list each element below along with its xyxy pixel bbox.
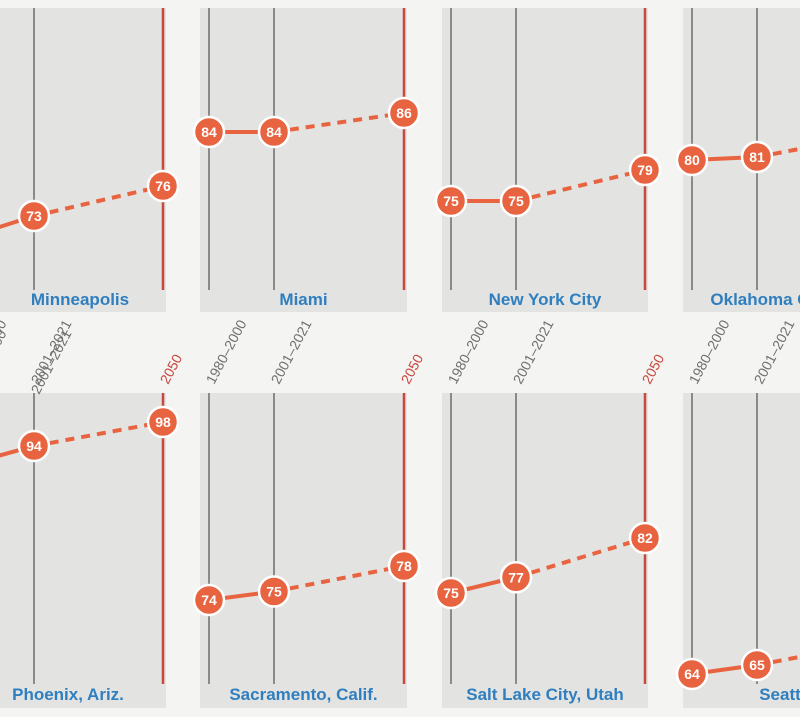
- data-point: [740, 648, 774, 682]
- data-label: 80: [684, 152, 700, 168]
- panel-background: [442, 393, 648, 708]
- data-label: 84: [201, 124, 217, 140]
- projection-line: [273, 111, 405, 134]
- data-label: 76: [155, 178, 171, 194]
- data-point: [146, 169, 180, 203]
- panel-background: [683, 393, 800, 708]
- city-label: Miami: [279, 290, 327, 309]
- data-point: [387, 96, 421, 130]
- data-point: [434, 184, 468, 218]
- period-label: 1980–2000: [203, 317, 250, 387]
- data-point: [675, 143, 709, 177]
- panel-background: [442, 8, 648, 312]
- panel-background: [0, 8, 166, 312]
- period-label: 2050: [639, 351, 668, 386]
- data-point: [192, 583, 226, 617]
- city-label: Salt Lake City, Utah: [466, 685, 623, 704]
- city-label: Sacramento, Calif.: [229, 685, 377, 704]
- city-panel: 84 84 86 Miami: [192, 8, 421, 309]
- data-point: [387, 549, 421, 583]
- data-label: 79: [637, 162, 653, 178]
- panel-background: [200, 8, 407, 312]
- period-label: 2050: [398, 351, 427, 386]
- data-point: [434, 576, 468, 610]
- data-point: [499, 184, 533, 218]
- city-label: Oklahoma C: [710, 290, 800, 309]
- data-label: 65: [749, 657, 765, 673]
- period-label: 2050: [157, 351, 186, 386]
- data-label: 75: [508, 193, 524, 209]
- period-label: 2001–2021: [268, 317, 315, 387]
- panel-background: [200, 393, 407, 708]
- data-label: 74: [201, 592, 217, 608]
- period-label: 1980–2000: [445, 317, 492, 387]
- data-label: 77: [508, 569, 524, 585]
- projection-line: [515, 536, 646, 580]
- city-panel: 75 75 79 New York City: [434, 8, 662, 309]
- data-label: 94: [26, 438, 42, 454]
- data-label: 75: [266, 584, 282, 600]
- data-label: 64: [684, 666, 700, 682]
- data-point: [499, 561, 533, 594]
- city-label: Phoenix, Ariz.: [12, 685, 124, 704]
- data-point: [146, 405, 180, 439]
- projection-line: [33, 420, 164, 448]
- data-label: 82: [637, 530, 653, 546]
- data-label: 78: [396, 558, 412, 574]
- city-label: New York City: [489, 290, 602, 309]
- data-label: 84: [266, 124, 282, 140]
- data-point: [17, 199, 51, 233]
- data-label: 75: [443, 585, 459, 601]
- projection-line: [515, 168, 646, 203]
- data-point: [257, 575, 291, 608]
- data-point: [17, 429, 51, 463]
- data-label: 73: [26, 208, 42, 224]
- data-label: 98: [155, 414, 171, 430]
- period-label: 1980–2000: [0, 317, 10, 387]
- data-point: [192, 115, 226, 149]
- city-label: Seatt: [759, 685, 800, 704]
- data-label: 81: [749, 149, 765, 165]
- period-label: 2001–2021: [751, 317, 798, 387]
- city-label: Minneapolis: [31, 290, 129, 309]
- data-label: 75: [443, 193, 459, 209]
- data-point: [257, 115, 291, 149]
- data-point: [740, 140, 774, 174]
- data-point: [628, 153, 662, 187]
- projection-line: [33, 184, 164, 218]
- period-label: 1980–2000: [686, 317, 733, 387]
- city-panel: 80 81 Oklahoma C: [675, 8, 800, 309]
- data-point: [628, 521, 662, 555]
- projection-line: [273, 564, 405, 594]
- data-label: 86: [396, 105, 412, 121]
- data-point: [675, 657, 709, 691]
- period-label: 2001–2021: [510, 317, 557, 387]
- city-panel: 1980–2000 2001–2021 2050 75 77 82 Salt Lake Ci…: [434, 317, 668, 704]
